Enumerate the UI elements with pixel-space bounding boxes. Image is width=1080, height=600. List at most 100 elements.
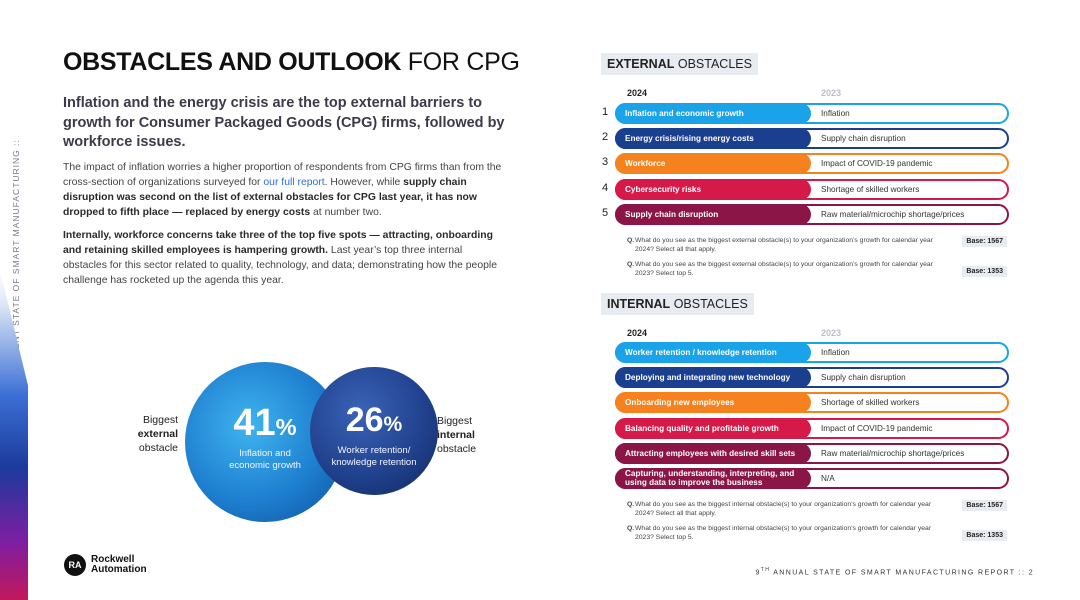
obstacle-pill: Deploying and integrating new technology… [615, 367, 1009, 389]
obstacle-current-year: Cybersecurity risks [615, 178, 811, 200]
obstacle-prior-year: Impact of COVID-19 pandemic [821, 423, 933, 433]
external-stat-value: 41% [233, 402, 297, 444]
body-paragraph-1: The impact of inflation worries a higher… [63, 160, 508, 220]
external-obstacles-list: 1 Inflation and economic growth Inflation 2… [600, 103, 1010, 229]
survey-question-note: Q. What do you see as the biggest externa… [627, 260, 1007, 278]
external-label-bold: external [137, 428, 178, 440]
external-notes: Q. What do you see as the biggest externa… [627, 236, 1007, 284]
question-text: What do you see as the biggest external … [635, 261, 933, 277]
external-label-pre: Biggest [142, 414, 178, 426]
para1-text-1: The impact of inflation worries a higher… [63, 162, 502, 188]
page-title-bold: OBSTACLES AND OUTLOOK [63, 48, 402, 76]
internal-stat-value: 26% [345, 401, 403, 439]
internal-label-post: obstacle [437, 443, 477, 455]
obstacle-prior-year: Shortage of skilled workers [821, 184, 920, 194]
obstacle-row: 5 Supply chain disruption Raw material/mic… [600, 203, 1010, 225]
external-stat-label: Biggest external obstacle [118, 413, 178, 455]
lead-paragraph: Inflation and the energy crisis are the … [63, 95, 505, 150]
obstacle-current-year: Capturing, understanding, interpreting, … [615, 467, 811, 489]
survey-question-note: Q. What do you see as the biggest externa… [627, 236, 1007, 254]
stat-circles: 41% Inflation and economic growth 26% Wo… [185, 362, 445, 522]
body-paragraph-2: Internally, workforce concerns take thre… [63, 228, 508, 288]
obstacle-current-year: Workforce [615, 153, 811, 175]
para1-text-3: at number two. [310, 207, 382, 218]
internal-label-bold: internal [437, 429, 475, 441]
question-text: What do you see as the biggest internal … [635, 501, 932, 517]
external-label-post: obstacle [138, 442, 178, 454]
obstacle-prior-year: Supply chain disruption [821, 373, 906, 383]
internal-stat-label: Biggest internal obstacle [437, 414, 497, 456]
obstacle-row: 4 Cybersecurity risks Shortage of skilled … [600, 178, 1010, 200]
obstacle-current-year: Deploying and integrating new technology [615, 367, 811, 389]
base-size-badge: Base: 1567 [962, 236, 1007, 247]
obstacle-prior-year: Inflation [821, 348, 850, 357]
obstacle-prior-year: Raw material/microchip shortage/prices [821, 448, 965, 458]
internal-stat-circle: 26% Worker retention/ knowledge retentio… [310, 367, 438, 495]
obstacle-row: Attracting employees with desired skill … [600, 442, 1010, 464]
external-year-header: 2024 2023 [627, 88, 841, 98]
obstacle-prior-year: Shortage of skilled workers [821, 398, 920, 408]
obstacle-prior-year: Inflation [821, 109, 850, 118]
obstacle-pill: Attracting employees with desired skill … [615, 442, 1009, 464]
obstacle-row: Balancing quality and profitable growth I… [600, 417, 1010, 439]
obstacle-pill: Onboarding new employees Shortage of skil… [615, 392, 1009, 414]
external-year-prior: 2023 [821, 88, 842, 98]
obstacle-pill: Supply chain disruption Raw material/micr… [615, 203, 1009, 225]
obstacle-rank: 2 [601, 131, 609, 144]
obstacle-current-year: Supply chain disruption [615, 203, 811, 225]
question-marker: Q. [627, 525, 635, 532]
obstacle-row: Deploying and integrating new technology… [600, 367, 1010, 389]
question-text: What do you see as the biggest external … [635, 237, 933, 253]
obstacle-row: Onboarding new employees Shortage of skil… [600, 392, 1010, 414]
obstacle-pill: Workforce Impact of COVID-19 pandemic [615, 153, 1009, 175]
obstacle-prior-year: N/A [821, 473, 835, 483]
obstacle-current-year: Energy crisis/rising energy costs [615, 128, 811, 150]
para2-bold: Internally, workforce concerns take thre… [63, 230, 493, 256]
external-stat-caption: Inflation and economic growth [229, 448, 301, 471]
obstacle-prior-year: Impact of COVID-19 pandemic [821, 159, 933, 169]
internal-stat-caption: Worker retention/ knowledge retention [331, 445, 417, 468]
obstacle-current-year: Worker retention / knowledge retention [615, 342, 811, 363]
ra-logo-icon: RA [64, 554, 86, 576]
question-marker: Q. [627, 237, 635, 244]
internal-label-pre: Biggest [437, 415, 473, 427]
internal-notes: Q. What do you see as the biggest interna… [627, 500, 1007, 548]
internal-obstacles-heading: INTERNAL OBSTACLES [601, 293, 754, 315]
external-year-current: 2024 [627, 88, 648, 98]
para2-text: Last year’s top three internal obstacles… [63, 245, 497, 286]
internal-year-prior: 2023 [821, 328, 842, 338]
page-title: OBSTACLES AND OUTLOOK FOR CPG [63, 48, 520, 77]
page-title-light: FOR CPG [407, 48, 520, 76]
full-report-link[interactable]: our full report [263, 177, 325, 188]
question-text: What do you see as the biggest internal … [635, 525, 932, 541]
obstacle-pill: Inflation and economic growth Inflation [615, 103, 1009, 124]
obstacle-pill: Energy crisis/rising energy costs Supply … [615, 128, 1009, 150]
survey-question-note: Q. What do you see as the biggest interna… [627, 500, 1007, 518]
obstacle-rank: 4 [601, 181, 609, 194]
obstacle-row: 3 Workforce Impact of COVID-19 pandemic [600, 153, 1010, 175]
external-obstacles-heading: EXTERNAL OBSTACLES [601, 53, 758, 75]
obstacle-current-year: Attracting employees with desired skill … [615, 442, 811, 464]
base-size-badge: Base: 1567 [962, 500, 1007, 511]
side-rail: :: THE CURRENT STATE OF SMART MANUFACTUR… [0, 0, 30, 600]
internal-obstacles-list: Worker retention / knowledge retention In… [600, 342, 1010, 493]
obstacle-pill: Cybersecurity risks Shortage of skilled w… [615, 178, 1009, 200]
base-size-badge: Base: 1353 [962, 266, 1007, 277]
question-marker: Q. [627, 501, 635, 508]
obstacle-row: 2 Energy crisis/rising energy costs Supply… [600, 128, 1010, 150]
rockwell-automation-logo: RA Rockwell Automation [64, 554, 147, 576]
para1-bold: supply chain disruption was second on th… [63, 177, 477, 218]
para1-text-2: . However, while [324, 177, 404, 188]
obstacle-prior-year: Raw material/microchip shortage/prices [821, 209, 965, 219]
internal-year-current: 2024 [627, 328, 648, 338]
page-footer: 9TH ANNUAL STATE OF SMART MANUFACTURING … [755, 567, 1034, 577]
logo-wordmark: Rockwell Automation [91, 554, 147, 575]
obstacle-rank: 1 [601, 106, 609, 118]
obstacle-current-year: Balancing quality and profitable growth [615, 417, 811, 439]
obstacle-pill: Worker retention / knowledge retention In… [615, 342, 1009, 363]
base-size-badge: Base: 1353 [962, 530, 1007, 541]
obstacle-current-year: Inflation and economic growth [615, 103, 811, 124]
obstacle-pill: Balancing quality and profitable growth I… [615, 417, 1009, 439]
internal-year-header: 2024 2023 [627, 328, 841, 338]
survey-question-note: Q. What do you see as the biggest interna… [627, 524, 1007, 542]
